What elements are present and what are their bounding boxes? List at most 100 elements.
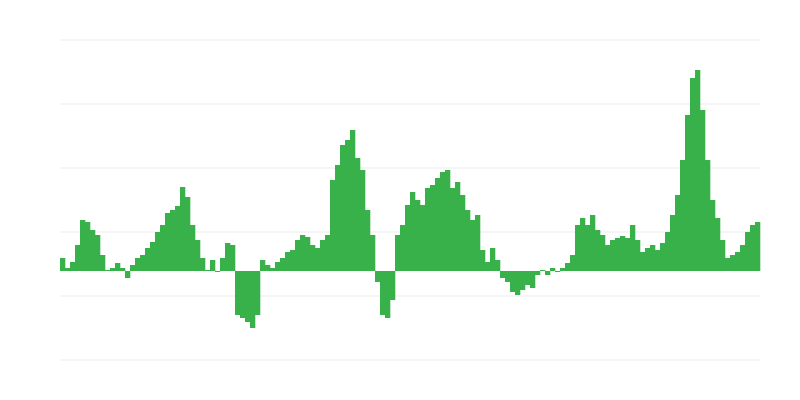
bar-61 <box>365 210 371 271</box>
bar-12 <box>120 268 126 271</box>
bar-109 <box>605 245 611 271</box>
bar-80 <box>460 195 466 271</box>
bar-14 <box>130 265 136 271</box>
bar-136 <box>740 245 746 271</box>
bar-15 <box>135 258 141 271</box>
bar-96 <box>540 270 546 271</box>
bar-76 <box>440 172 446 271</box>
bar-114 <box>630 225 636 271</box>
bar-17 <box>145 248 151 271</box>
bar-115 <box>635 240 641 271</box>
bar-41 <box>265 265 271 271</box>
bar-52 <box>320 240 326 271</box>
bar-2 <box>70 262 76 271</box>
bar-45 <box>285 252 291 271</box>
bar-138 <box>750 225 756 271</box>
bar-70 <box>410 192 416 271</box>
bar-21 <box>165 213 171 271</box>
bar-59 <box>355 158 361 271</box>
bar-56 <box>340 145 346 271</box>
bar-90 <box>510 271 516 292</box>
bar-112 <box>620 236 626 271</box>
bar-132 <box>720 240 726 271</box>
bar-88 <box>500 271 506 278</box>
bar-98 <box>550 268 556 271</box>
bar-110 <box>610 240 616 271</box>
bar-106 <box>590 215 596 271</box>
bar-71 <box>415 200 421 271</box>
bar-13 <box>125 271 131 278</box>
bar-26 <box>190 225 196 271</box>
bar-51 <box>315 248 321 271</box>
bar-128 <box>700 110 706 271</box>
bar-127 <box>695 70 701 271</box>
bar-3 <box>75 245 81 271</box>
bar-67 <box>395 235 401 271</box>
bar-11 <box>115 263 121 271</box>
bar-83 <box>475 215 481 271</box>
bar-36 <box>240 271 246 318</box>
bar-44 <box>280 258 286 271</box>
bar-97 <box>545 271 551 275</box>
bar-116 <box>640 252 646 271</box>
bar-99 <box>555 271 561 272</box>
bar-23 <box>175 206 181 271</box>
bar-123 <box>675 195 681 271</box>
bar-78 <box>450 188 456 271</box>
bar-18 <box>150 242 156 271</box>
bar-73 <box>425 188 431 271</box>
bar-135 <box>735 252 741 271</box>
bar-104 <box>580 218 586 271</box>
bar-113 <box>625 238 631 271</box>
bar-62 <box>370 235 376 271</box>
bar-89 <box>505 271 511 282</box>
bar-42 <box>270 268 276 271</box>
bar-75 <box>435 178 441 271</box>
bar-57 <box>345 140 351 271</box>
bar-65 <box>385 271 391 318</box>
bar-28 <box>200 258 206 271</box>
bar-39 <box>255 271 261 315</box>
bar-64 <box>380 271 386 315</box>
bar-8 <box>100 255 106 271</box>
bar-94 <box>530 271 536 288</box>
bar-121 <box>665 232 671 271</box>
bar-81 <box>465 210 471 271</box>
bar-4 <box>80 220 86 271</box>
bar-87 <box>495 260 501 271</box>
bar-103 <box>575 225 581 271</box>
bar-84 <box>480 250 486 271</box>
bar-100 <box>560 268 566 271</box>
bar-16 <box>140 255 146 271</box>
bar-101 <box>565 263 571 271</box>
bar-122 <box>670 215 676 271</box>
bar-91 <box>515 271 521 295</box>
bar-82 <box>470 220 476 271</box>
bar-85 <box>485 262 491 271</box>
bar-10 <box>110 268 116 271</box>
bar-37 <box>245 271 251 322</box>
bar-9 <box>105 270 111 271</box>
bar-79 <box>455 182 461 271</box>
bar-53 <box>325 235 331 271</box>
bar-5 <box>85 222 91 271</box>
bar-129 <box>705 160 711 271</box>
bar-48 <box>300 235 306 271</box>
bar-107 <box>595 230 601 271</box>
bar-22 <box>170 210 176 271</box>
bar-86 <box>490 248 496 271</box>
bar-72 <box>420 205 426 271</box>
bar-1 <box>65 268 71 271</box>
bar-74 <box>430 185 436 271</box>
bar-134 <box>730 255 736 271</box>
bar-92 <box>520 271 526 290</box>
bar-124 <box>680 160 686 271</box>
bar-29 <box>205 270 211 271</box>
bar-25 <box>185 197 191 271</box>
bar-105 <box>585 225 591 271</box>
bar-35 <box>235 271 241 315</box>
bar-111 <box>615 238 621 271</box>
bar-32 <box>220 258 226 271</box>
bar-58 <box>350 130 356 271</box>
